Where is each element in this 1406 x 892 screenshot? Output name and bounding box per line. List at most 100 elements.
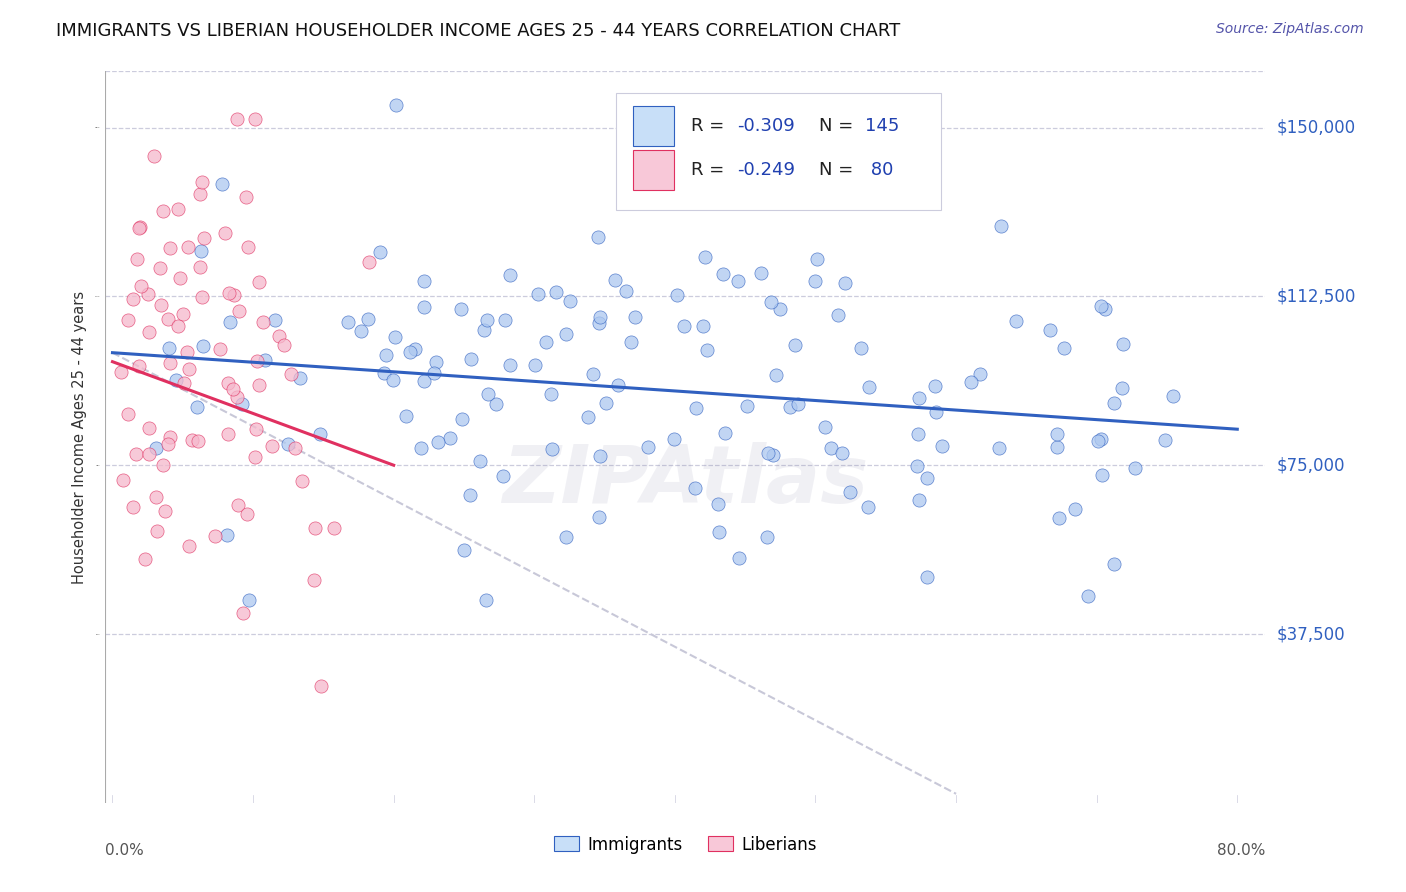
Point [273, 337, 295, 351]
Point [157, 341, 180, 355]
Point [190, 290, 212, 304]
Point [620, 335, 643, 350]
Point [540, 387, 562, 401]
Point [246, 354, 269, 368]
Point [121, 292, 143, 306]
Point [990, 219, 1012, 233]
Point [145, 441, 167, 455]
Point [218, 285, 240, 300]
Point [215, 528, 238, 542]
Point [696, 343, 718, 357]
Point [637, 440, 659, 454]
Point [451, 412, 474, 426]
Point [756, 530, 779, 544]
Point [754, 185, 776, 199]
Point [222, 382, 245, 396]
Point [122, 500, 145, 515]
Point [683, 481, 706, 495]
Point [905, 458, 928, 473]
Point [1161, 389, 1184, 403]
Point [186, 401, 208, 415]
Point [145, 491, 167, 505]
Point [475, 593, 498, 607]
Point [761, 295, 783, 310]
Point [849, 341, 872, 355]
Point [589, 310, 612, 324]
Text: ZIPAtlas: ZIPAtlas [502, 442, 869, 520]
Point [834, 277, 856, 291]
Point [214, 226, 236, 240]
Point [814, 420, 837, 434]
Point [190, 244, 212, 258]
Point [751, 266, 773, 280]
Point [727, 274, 749, 288]
Point [924, 379, 946, 393]
Point [827, 308, 849, 322]
Point [713, 425, 735, 440]
Point [582, 367, 605, 381]
Point [785, 337, 807, 351]
Text: 0.0%: 0.0% [105, 843, 145, 858]
Point [124, 447, 146, 461]
Point [728, 551, 751, 566]
Point [858, 500, 880, 514]
Point [1053, 341, 1076, 355]
Point [527, 287, 550, 301]
Point [373, 366, 395, 380]
Point [385, 98, 408, 112]
Point [222, 288, 245, 302]
Text: IMMIGRANTS VS LIBERIAN HOUSEHOLDER INCOME AGES 25 - 44 YEARS CORRELATION CHART: IMMIGRANTS VS LIBERIAN HOUSEHOLDER INCOM… [56, 22, 900, 40]
Point [666, 288, 689, 302]
Point [235, 190, 257, 204]
Point [427, 434, 450, 449]
Point [588, 509, 610, 524]
Point [614, 284, 637, 298]
Point [399, 344, 422, 359]
Point [277, 437, 299, 451]
Text: N =: N = [818, 117, 859, 136]
Point [368, 244, 391, 259]
Point [693, 250, 716, 264]
Point [127, 252, 149, 266]
Point [541, 442, 564, 456]
Point [735, 399, 758, 413]
Point [245, 422, 267, 436]
Point [302, 574, 325, 588]
Point [247, 275, 270, 289]
Text: Source: ZipAtlas.com: Source: ZipAtlas.com [1216, 22, 1364, 37]
Point [588, 316, 610, 330]
Point [153, 504, 176, 518]
Point [110, 365, 132, 379]
Point [931, 439, 953, 453]
Point [309, 427, 332, 442]
Point [138, 420, 160, 434]
Point [485, 397, 508, 411]
Point [1077, 589, 1099, 603]
Point [450, 301, 472, 316]
Point [395, 409, 418, 424]
Point [384, 330, 406, 344]
Point [1123, 461, 1146, 475]
Point [375, 348, 398, 362]
Point [987, 441, 1010, 455]
Point [204, 529, 226, 543]
Point [692, 318, 714, 333]
Point [226, 390, 249, 404]
Point [607, 378, 630, 392]
Text: -0.249: -0.249 [738, 161, 796, 179]
Point [494, 313, 516, 327]
Point [226, 112, 249, 126]
Point [188, 260, 211, 274]
Point [176, 344, 198, 359]
Point [413, 374, 436, 388]
Point [475, 312, 498, 326]
Text: 145: 145 [865, 117, 900, 136]
Point [707, 497, 730, 511]
Point [536, 335, 558, 350]
Point [1063, 502, 1085, 516]
Point [211, 178, 233, 192]
Text: -0.309: -0.309 [738, 117, 796, 136]
Point [409, 442, 432, 456]
FancyBboxPatch shape [616, 94, 941, 211]
Text: R =: R = [692, 161, 730, 179]
